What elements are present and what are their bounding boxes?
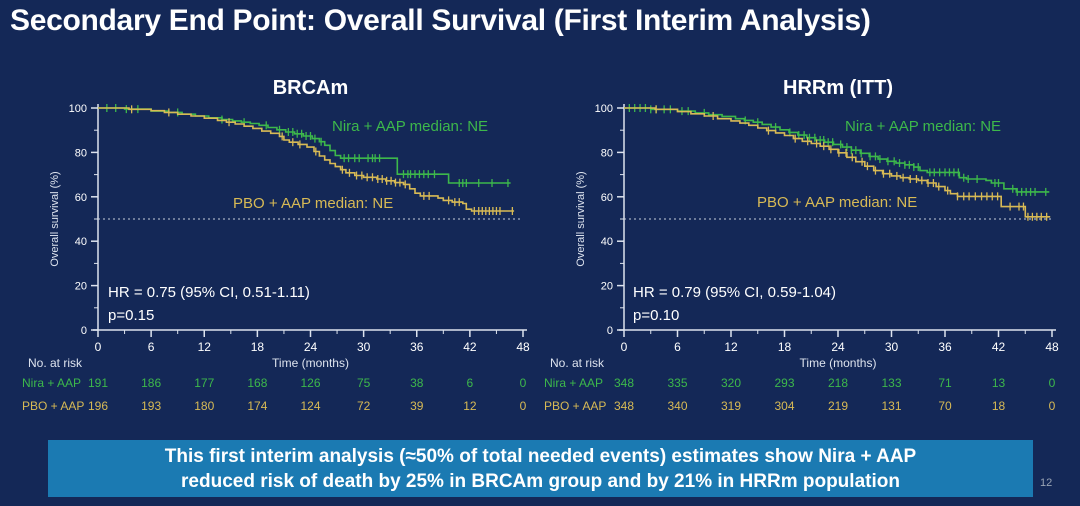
at-risk-value: 186: [141, 376, 161, 390]
y-tick-label: 40: [601, 236, 613, 248]
y-tick-label: 40: [75, 236, 87, 248]
at-risk-value: 174: [247, 399, 267, 413]
x-tick-label: 12: [198, 340, 212, 354]
pvalue-annotation: p=0.15: [108, 307, 154, 324]
x-tick-label: 48: [516, 340, 530, 354]
at-risk-value: 133: [881, 376, 901, 390]
at-risk-value: 0: [520, 399, 527, 413]
y-tick-label: 100: [69, 103, 87, 115]
y-axis-title: Overall survival (%): [575, 171, 587, 266]
km-curve-pbo-aap: [98, 107, 515, 212]
x-tick-label: 24: [831, 340, 845, 354]
at-risk-value: 191: [88, 376, 108, 390]
at-risk-value: 293: [774, 376, 794, 390]
x-tick-label: 42: [992, 340, 1006, 354]
at-risk-value: 319: [721, 399, 741, 413]
at-risk-value: 13: [992, 376, 1006, 390]
at-risk-value: 72: [357, 399, 371, 413]
at-risk-value: 75: [357, 376, 371, 390]
x-tick-label: 36: [410, 340, 424, 354]
x-axis-title: Time (months): [272, 356, 349, 370]
at-risk-value: 196: [88, 399, 108, 413]
at-risk-value: 168: [247, 376, 267, 390]
y-tick-label: 60: [75, 192, 87, 204]
chart-title: BRCAm: [273, 77, 349, 99]
at-risk-value: 320: [721, 376, 741, 390]
at-risk-row-label: PBO + AAP: [544, 399, 606, 413]
hr-annotation: HR = 0.79 (95% CI, 0.59-1.04): [633, 284, 836, 301]
pvalue-annotation: p=0.10: [633, 307, 679, 324]
at-risk-value: 70: [938, 399, 952, 413]
y-tick-label: 0: [81, 325, 87, 337]
at-risk-value: 0: [1049, 376, 1056, 390]
chart-title: HRRm (ITT): [783, 77, 893, 99]
x-axis-title: Time (months): [800, 356, 877, 370]
survival-chart-hrrm: HRRm (ITT)Overall survival (%)0204060801…: [544, 77, 1059, 413]
x-tick-label: 0: [621, 340, 628, 354]
at-risk-value: 71: [938, 376, 952, 390]
y-tick-label: 20: [75, 281, 87, 293]
x-tick-label: 30: [885, 340, 899, 354]
legend-label-pbo-aap: PBO + AAP median: NE: [233, 195, 393, 212]
x-tick-label: 12: [724, 340, 738, 354]
y-tick-label: 100: [595, 103, 613, 115]
at-risk-value: 348: [614, 376, 634, 390]
x-tick-label: 0: [95, 340, 102, 354]
at-risk-value: 180: [194, 399, 214, 413]
x-tick-label: 24: [304, 340, 318, 354]
at-risk-header: No. at risk: [550, 356, 605, 370]
at-risk-value: 304: [774, 399, 794, 413]
at-risk-value: 177: [194, 376, 214, 390]
at-risk-value: 38: [410, 376, 424, 390]
x-tick-label: 42: [463, 340, 477, 354]
summary-banner-line2: reduced risk of death by 25% in BRCAm gr…: [181, 470, 900, 492]
at-risk-value: 18: [992, 399, 1006, 413]
y-axis-title: Overall survival (%): [49, 171, 61, 266]
at-risk-value: 6: [467, 376, 474, 390]
y-tick-label: 20: [601, 281, 613, 293]
at-risk-value: 348: [614, 399, 634, 413]
km-curve-pbo-aap: [624, 107, 1051, 218]
at-risk-value: 0: [520, 376, 527, 390]
at-risk-row-label: PBO + AAP: [22, 399, 84, 413]
at-risk-row-label: Nira + AAP: [22, 376, 81, 390]
x-tick-label: 30: [357, 340, 371, 354]
at-risk-value: 39: [410, 399, 424, 413]
x-tick-label: 48: [1045, 340, 1059, 354]
at-risk-value: 0: [1049, 399, 1056, 413]
y-tick-label: 60: [601, 192, 613, 204]
at-risk-header: No. at risk: [28, 356, 83, 370]
summary-banner: This first interim analysis (≈50% of tot…: [48, 440, 1033, 497]
at-risk-value: 12: [463, 399, 477, 413]
at-risk-value: 340: [667, 399, 687, 413]
at-risk-value: 126: [300, 376, 320, 390]
at-risk-value: 193: [141, 399, 161, 413]
legend-label-pbo-aap: PBO + AAP median: NE: [757, 194, 917, 211]
at-risk-value: 124: [300, 399, 320, 413]
x-tick-label: 6: [148, 340, 155, 354]
at-risk-row-label: Nira + AAP: [544, 376, 603, 390]
y-tick-label: 80: [75, 147, 87, 159]
legend-label-nira-aap: Nira + AAP median: NE: [332, 118, 488, 135]
y-tick-label: 80: [601, 147, 613, 159]
x-tick-label: 18: [778, 340, 792, 354]
x-tick-label: 36: [938, 340, 952, 354]
y-tick-label: 0: [607, 325, 613, 337]
at-risk-value: 335: [667, 376, 687, 390]
page-title: Secondary End Point: Overall Survival (F…: [10, 4, 871, 37]
km-curve-nira-aap: [624, 107, 1050, 193]
summary-banner-line1: This first interim analysis (≈50% of tot…: [164, 445, 917, 467]
legend-label-nira-aap: Nira + AAP median: NE: [845, 118, 1001, 135]
slide-number: 12: [1040, 477, 1053, 489]
at-risk-value: 131: [881, 399, 901, 413]
at-risk-value: 218: [828, 376, 848, 390]
hr-annotation: HR = 0.75 (95% CI, 0.51-1.11): [108, 284, 310, 301]
x-tick-label: 6: [674, 340, 681, 354]
at-risk-value: 219: [828, 399, 848, 413]
x-tick-label: 18: [251, 340, 265, 354]
